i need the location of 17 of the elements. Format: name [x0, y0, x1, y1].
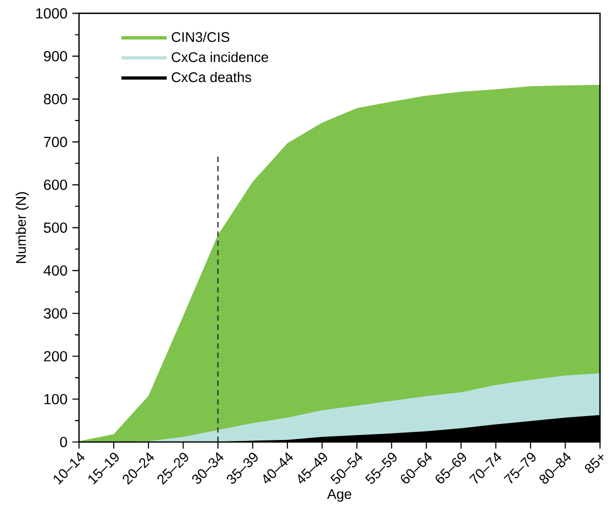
- x-axis-title: Age: [327, 489, 352, 502]
- y-tick-label: 400: [44, 265, 68, 276]
- y-tick-label: 1000: [36, 8, 68, 19]
- y-tick-label: 200: [44, 351, 68, 362]
- y-tick-label: 900: [44, 51, 68, 62]
- legend-label: CIN3/CIS: [172, 32, 230, 42]
- y-tick-label: 300: [44, 308, 68, 319]
- legend-label: CxCa incidence: [172, 52, 268, 62]
- x-tick-label: 85+: [584, 454, 604, 474]
- legend-label: CxCa deaths: [172, 72, 252, 82]
- y-tick-label: 0: [60, 436, 68, 448]
- y-tick-label: 800: [44, 94, 68, 104]
- y-tick-label: 600: [44, 180, 68, 190]
- y-tick-label: 500: [44, 222, 68, 233]
- y-tick-label: 100: [44, 394, 68, 404]
- y-tick-label: 700: [44, 136, 68, 148]
- y-axis-title: Number (N): [16, 192, 29, 263]
